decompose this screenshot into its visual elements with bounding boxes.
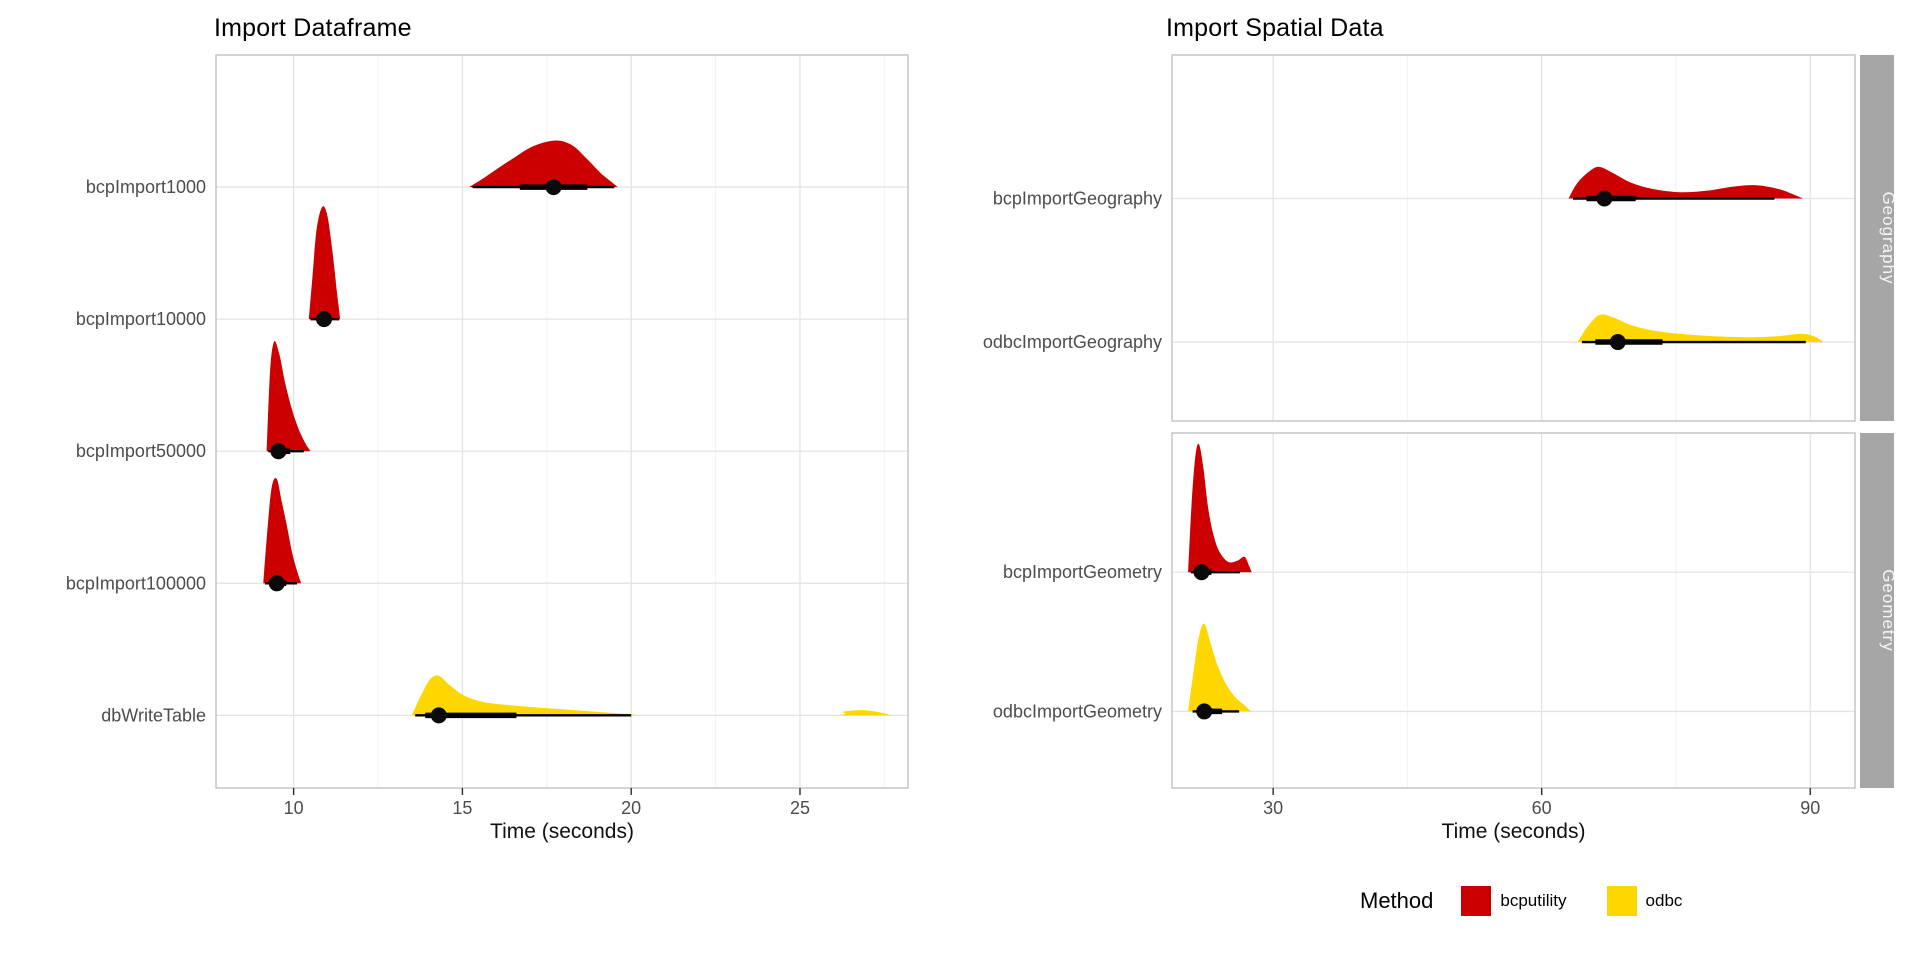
density-bcpImportGeometry [1188,443,1252,573]
chart-title-import-dataframe: Import Dataframe [214,14,412,42]
panel-background [1172,55,1855,421]
density-bcpImport10000 [308,206,341,320]
median-point-bcpImport10000 [316,311,333,328]
median-point-odbcImportGeography [1609,334,1626,351]
facet-strip-Geography [1860,55,1894,421]
x-axis-title-import-spatial-data: Time (seconds) [1441,820,1586,843]
tick-label-25: 25 [790,798,810,818]
tick-label-60: 60 [1532,798,1552,818]
median-point-bcpImportGeography [1596,190,1613,207]
row-label-bcpImport50000: bcpImport50000 [76,441,206,461]
legend-item-odbc: odbc [1606,886,1683,916]
legend-swatch-odbc [1606,886,1637,916]
panel-background [1172,433,1855,788]
row-label-bcpImport10000: bcpImport10000 [76,309,206,329]
legend-title: Method [1360,888,1434,913]
row-label-bcpImportGeometry: bcpImportGeometry [1003,562,1162,582]
density-odbcImportGeometry [1188,623,1251,712]
median-point-odbcImportGeometry [1196,703,1213,720]
median-point-bcpImport100000 [268,575,285,592]
density-bcpImport50000 [266,341,311,452]
import-dataframe-plot: bcpImport1000 bcpImport10000 bcpImport5000… [66,54,909,818]
row-label-dbWriteTable: dbWriteTable [101,705,206,725]
legend: Method bcputility odbc [1360,886,1682,916]
facet-strip-Geometry [1860,433,1894,788]
median-point-bcpImport50000 [270,443,287,460]
panel-border [1171,432,1856,789]
row-label-bcpImportGeography: bcpImportGeography [993,189,1162,209]
chart-title-import-spatial-data: Import Spatial Data [1166,14,1384,42]
median-point-bcpImportGeometry [1193,564,1210,581]
tick-label-30: 30 [1263,798,1283,818]
x-axis-title-import-dataframe: Time (seconds) [490,820,634,843]
row-label-odbcImportGeometry: odbcImportGeometry [993,701,1162,721]
legend-label-bcputility: bcputility [1500,891,1567,910]
density-bcpImport100000 [263,478,302,584]
density-bcpImportGeography [1568,166,1804,199]
row-label-bcpImport1000: bcpImport1000 [86,177,206,197]
row-label-bcpImport100000: bcpImport100000 [66,573,206,593]
panel-border [215,54,909,789]
median-point-bcpImport1000 [545,179,562,196]
legend-label-odbc: odbc [1645,891,1683,910]
panel-border [1171,54,1856,422]
density-bcpImport1000 [469,140,618,188]
legend-item-bcputility: bcputility [1461,886,1567,916]
facet-strip-label-Geometry: Geometry [1879,569,1898,652]
median-point-dbWriteTable [430,707,447,724]
tick-label-10: 10 [284,798,304,818]
density-odbcImportGeography [1577,314,1824,343]
density-dbWriteTable [411,675,892,716]
import-spatial-data-plot: bcpImportGeography odbcImportGeography Geo… [983,54,1898,818]
legend-swatch-bcputility [1461,886,1492,916]
tick-label-15: 15 [452,798,472,818]
tick-label-90: 90 [1800,798,1820,818]
facet-strip-label-Geography: Geography [1879,191,1898,284]
tick-label-20: 20 [621,798,641,818]
row-label-odbcImportGeography: odbcImportGeography [983,332,1162,352]
